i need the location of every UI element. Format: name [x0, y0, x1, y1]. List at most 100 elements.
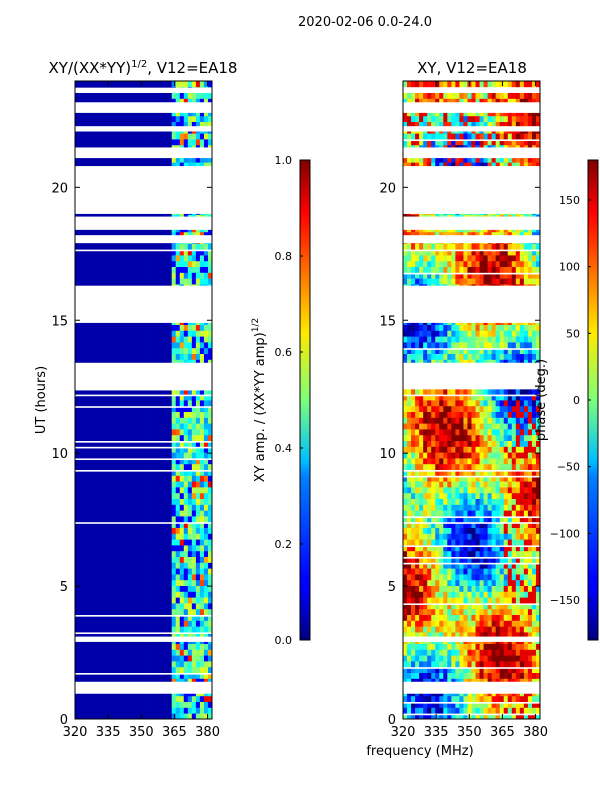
heatmap-cell: [199, 666, 205, 673]
heatmap-cell: [91, 603, 96, 610]
heatmap-cell: [123, 133, 128, 140]
heatmap-cell: [107, 666, 112, 673]
heatmap-cell: [155, 661, 161, 668]
heatmap-cell: [127, 643, 132, 650]
heatmap-cell: [79, 458, 84, 465]
heatmap-cell: [175, 81, 181, 88]
heatmap-cell: [191, 324, 197, 331]
heatmap-cell: [139, 481, 144, 488]
heatmap-cell: [179, 579, 185, 586]
heatmap-cell: [135, 400, 140, 407]
heatmap-cell: [195, 533, 201, 540]
heatmap-cell: [419, 701, 424, 708]
heatmap-cell: [143, 498, 148, 505]
heatmap-cell: [187, 272, 193, 279]
heatmap-cell: [95, 504, 100, 511]
heatmap-cell: [95, 336, 100, 343]
heatmap-cell: [131, 614, 136, 621]
heatmap-cell: [151, 405, 156, 412]
heatmap-cell: [167, 162, 173, 169]
heatmap-cell: [411, 713, 416, 719]
heatmap-cell: [163, 440, 169, 447]
heatmap-cell: [455, 550, 460, 557]
heatmap-cell: [519, 585, 525, 592]
heatmap-cell: [91, 330, 96, 337]
heatmap-cell: [203, 121, 209, 128]
heatmap-cell: [123, 156, 128, 163]
heatmap-cell: [99, 614, 104, 621]
heatmap-cell: [419, 585, 424, 592]
heatmap-cell: [103, 550, 108, 557]
heatmap-cell: [183, 661, 189, 668]
heatmap-cell: [171, 429, 177, 436]
heatmap-cell: [99, 487, 104, 494]
heatmap-cell: [151, 440, 156, 447]
heatmap-cell: [111, 266, 116, 273]
heatmap-cell: [531, 533, 537, 540]
heatmap-cell: [439, 626, 444, 633]
heatmap-cell: [151, 632, 156, 639]
heatmap-cell: [503, 585, 509, 592]
heatmap-cell: [111, 562, 116, 569]
heatmap-cell: [207, 388, 212, 395]
heatmap-cell: [195, 492, 201, 499]
heatmap-cell: [139, 115, 144, 122]
heatmap-cell: [159, 347, 165, 354]
heatmap-cell: [111, 272, 116, 279]
heatmap-cell: [531, 655, 537, 662]
heatmap-cell: [415, 632, 420, 639]
heatmap-cell: [491, 597, 497, 604]
heatmap-cell: [535, 666, 540, 673]
heatmap-cell: [179, 666, 185, 673]
heatmap-cell: [175, 487, 181, 494]
heatmap-cell: [511, 620, 517, 627]
heatmap-cell: [115, 92, 120, 99]
heatmap-cell: [179, 661, 185, 668]
heatmap-cell: [447, 672, 452, 679]
heatmap-cell: [203, 434, 209, 441]
heatmap-cell: [199, 597, 205, 604]
heatmap-cell: [475, 521, 480, 528]
heatmap-cell: [75, 550, 80, 557]
heatmap-cell: [159, 672, 165, 679]
heatmap-cell: [75, 603, 80, 610]
heatmap-cell: [135, 521, 140, 528]
heatmap-cell: [143, 672, 148, 679]
heatmap-cell: [111, 574, 116, 581]
heatmap-cell: [195, 550, 201, 557]
heatmap-cell: [159, 568, 165, 575]
heatmap-cell: [87, 469, 92, 476]
heatmap-cell: [207, 516, 212, 523]
heatmap-cell: [435, 527, 440, 534]
heatmap-cell: [471, 521, 476, 528]
heatmap-cell: [155, 556, 161, 563]
heatmap-cell: [135, 121, 140, 128]
heatmap-cell: [431, 649, 436, 656]
heatmap-cell: [175, 585, 181, 592]
heatmap-cell: [183, 139, 189, 146]
heatmap-cell: [151, 434, 156, 441]
heatmap-cell: [523, 666, 529, 673]
heatmap-cell: [527, 585, 533, 592]
heatmap-cell: [107, 481, 112, 488]
heatmap-cell: [483, 707, 489, 714]
heatmap-cell: [127, 539, 132, 546]
heatmap-cell: [419, 661, 424, 668]
heatmap-cell: [99, 579, 104, 586]
heatmap-cell: [91, 81, 96, 88]
heatmap-cell: [83, 92, 88, 99]
heatmap-cell: [147, 434, 152, 441]
heatmap-cell: [99, 713, 104, 719]
heatmap-cell: [139, 231, 144, 238]
heatmap-cell: [411, 614, 416, 621]
heatmap-cell: [479, 556, 484, 563]
heatmap-cell: [163, 469, 169, 476]
heatmap-cell: [515, 626, 521, 633]
heatmap-cell: [139, 521, 144, 528]
heatmap-cell: [119, 458, 124, 465]
heatmap-cell: [91, 260, 96, 267]
heatmap-cell: [151, 481, 156, 488]
heatmap-cell: [75, 574, 80, 581]
heatmap-cell: [179, 597, 185, 604]
heatmap-cell: [83, 342, 88, 349]
